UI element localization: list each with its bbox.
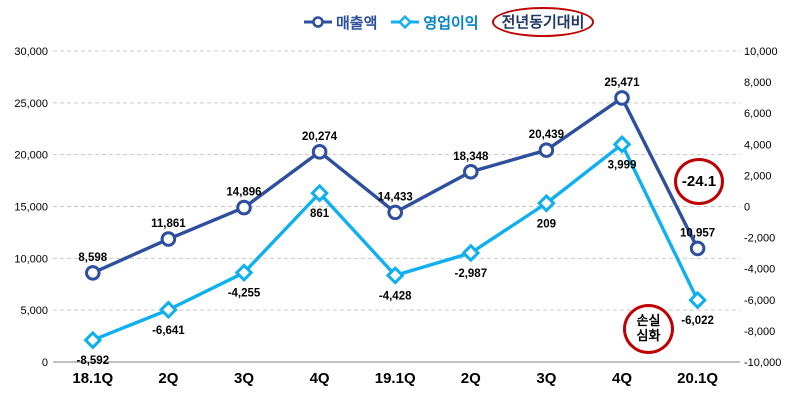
data-label: -4,255 xyxy=(228,288,261,300)
yoy-change-value: -24.1 xyxy=(681,173,717,190)
data-label: -8,592 xyxy=(76,355,109,367)
annotation-loss-deepening: 손실 심화 xyxy=(623,304,674,354)
x-axis-tick: 20.1Q xyxy=(677,370,718,387)
legend-label-profit: 영업이익 xyxy=(423,14,479,32)
y-axis-tick-right: -10,000 xyxy=(744,357,781,369)
data-label: 10,957 xyxy=(680,227,715,239)
profit-marker xyxy=(461,243,481,263)
data-label: -4,428 xyxy=(379,290,412,302)
x-axis-tick: 18.1Q xyxy=(72,370,113,387)
revenue-marker xyxy=(689,240,706,257)
data-label: 11,861 xyxy=(151,218,186,230)
revenue-marker xyxy=(236,199,252,216)
legend-label-revenue: 매출액 xyxy=(336,14,378,32)
x-axis-tick: 19.1Q xyxy=(375,370,416,387)
revenue-line-series xyxy=(91,96,700,275)
x-axis-tick: 2Q xyxy=(158,370,178,387)
y-axis-tick-right: -6,000 xyxy=(744,295,775,307)
profit-marker xyxy=(83,330,103,350)
loss-text-line2: 심화 xyxy=(636,328,661,343)
data-label: 20,439 xyxy=(529,129,564,141)
revenue-marker xyxy=(538,142,555,158)
data-label: -6,641 xyxy=(152,325,185,337)
data-label: 3,999 xyxy=(608,159,637,171)
legend-item-revenue[interactable]: 매출액 xyxy=(303,12,377,33)
y-axis-tick-right: 10,000 xyxy=(744,46,778,58)
revenue-marker xyxy=(614,90,630,106)
y-axis-tick-right: 0 xyxy=(744,202,750,214)
data-label: 25,471 xyxy=(604,77,640,89)
y-axis-tick-left: 15,000 xyxy=(14,202,48,214)
data-label: 14,896 xyxy=(226,187,261,199)
data-label: 18,348 xyxy=(453,151,489,163)
x-axis-tick: 3Q xyxy=(536,370,556,387)
y-axis-tick-right: 8,000 xyxy=(744,77,772,89)
legend: 매출액 영업이익 전년동기대비 xyxy=(303,7,595,37)
data-label: 8,598 xyxy=(78,252,107,264)
y-axis-tick-right: 2,000 xyxy=(744,170,772,182)
y-axis-tick-right: 6,000 xyxy=(744,108,772,120)
profit-marker xyxy=(688,290,707,310)
profit-line-diamond-icon xyxy=(391,15,420,29)
y-axis-tick-left: 30,000 xyxy=(14,46,48,58)
y-axis-tick-right: 4,000 xyxy=(744,139,772,151)
y-axis-tick-left: 10,000 xyxy=(14,253,48,265)
revenue-marker xyxy=(85,265,101,281)
data-label: 14,433 xyxy=(378,191,413,203)
profit-line-series xyxy=(91,142,700,342)
x-axis-tick: 4Q xyxy=(310,370,330,387)
data-label: -6,022 xyxy=(681,315,714,327)
revenue-line-circle-icon xyxy=(304,16,332,28)
y-axis-tick-right: -8,000 xyxy=(744,326,775,338)
y-axis-tick-right: -4,000 xyxy=(744,264,775,276)
profit-marker xyxy=(234,263,254,282)
x-axis-tick: 4Q xyxy=(612,370,632,387)
profit-marker xyxy=(159,300,178,320)
loss-text-line1: 손실 xyxy=(636,313,661,329)
legend-item-profit[interactable]: 영업이익 xyxy=(390,12,479,33)
yoy-ellipse-label: 전년동기대비 xyxy=(491,7,595,37)
revenue-marker xyxy=(463,163,479,180)
data-label: -2,987 xyxy=(454,268,487,280)
y-axis-tick-right: -2,000 xyxy=(744,233,775,245)
y-axis-tick-left: 25,000 xyxy=(14,98,48,110)
y-axis-tick-left: 5,000 xyxy=(20,305,48,317)
revenue-marker xyxy=(160,231,177,247)
data-label: 209 xyxy=(537,218,556,230)
profit-marker xyxy=(385,266,405,285)
x-axis-tick: 2Q xyxy=(461,370,481,387)
y-axis-tick-left: 20,000 xyxy=(14,150,48,162)
x-axis-tick: 3Q xyxy=(234,370,254,387)
y-axis-tick-left: 0 xyxy=(42,357,48,369)
revenue-marker xyxy=(387,204,404,221)
profit-marker xyxy=(310,183,329,203)
profit-marker xyxy=(537,193,556,213)
revenue-marker xyxy=(311,144,328,160)
legend-item-yoy: 전년동기대비 xyxy=(491,7,595,37)
annotation-yoy-change: -24.1 xyxy=(674,158,724,205)
profit-marker xyxy=(612,134,632,154)
data-label: 20,274 xyxy=(302,131,338,143)
data-label: 861 xyxy=(310,208,330,220)
